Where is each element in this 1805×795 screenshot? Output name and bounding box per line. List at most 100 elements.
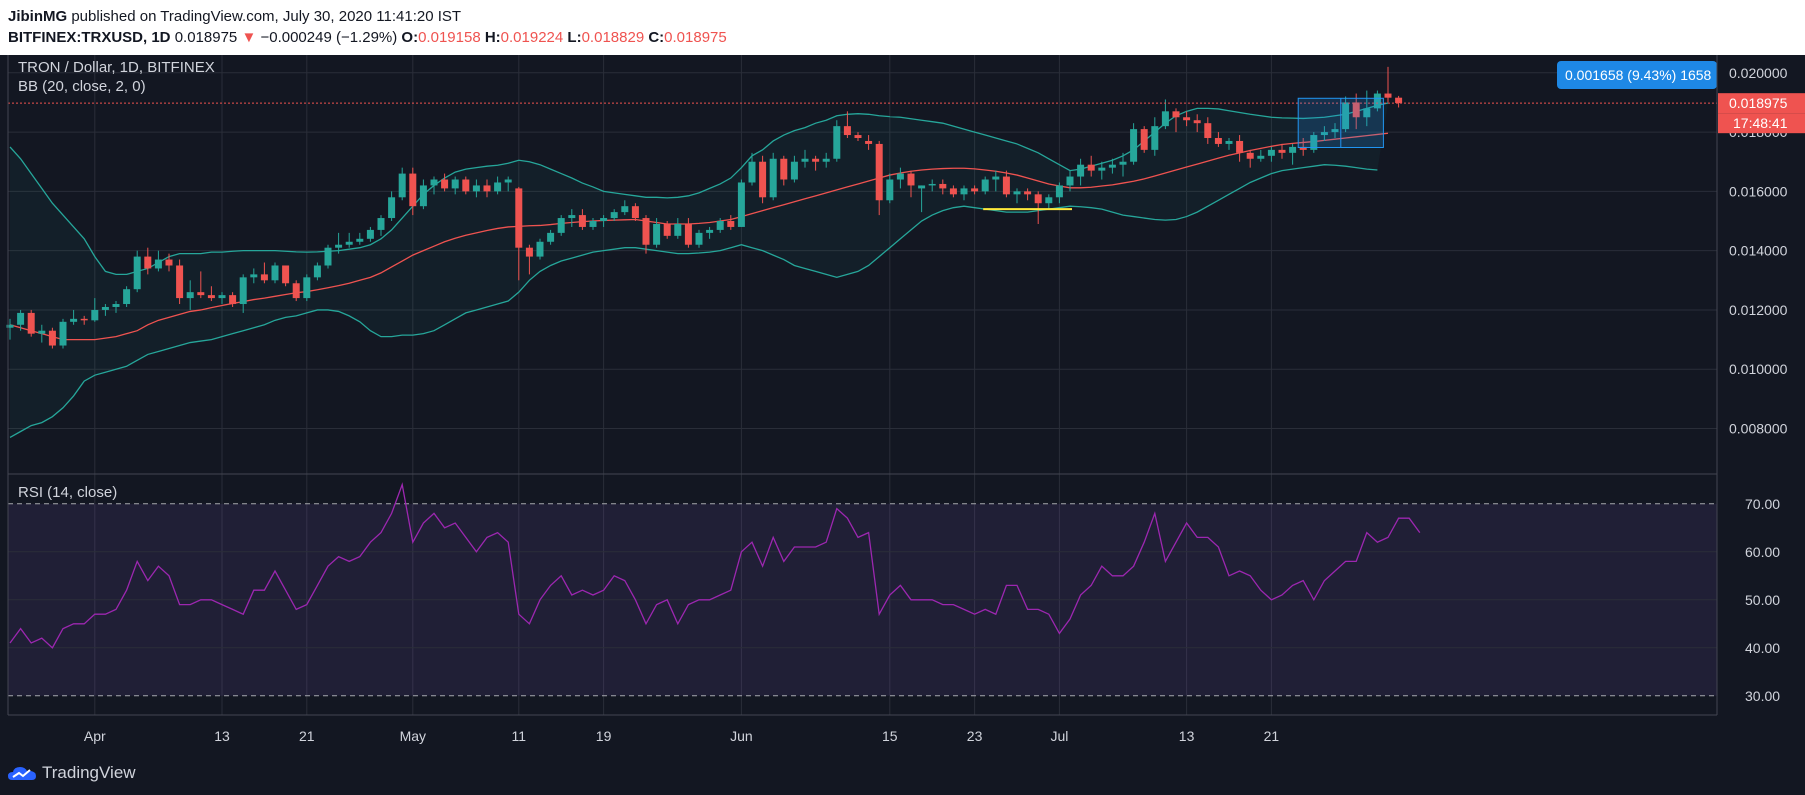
candle-body <box>27 312 35 334</box>
candle <box>207 286 215 302</box>
candle-body <box>313 265 321 278</box>
candle <box>684 218 692 248</box>
candle-body <box>430 179 438 186</box>
candle <box>610 209 618 222</box>
candle-body <box>197 292 205 296</box>
date-tick-label: 19 <box>596 728 612 744</box>
candle <box>716 218 724 233</box>
candle <box>568 209 576 227</box>
candle <box>1108 158 1116 174</box>
candle <box>1320 126 1328 141</box>
candle-body <box>621 206 629 213</box>
candle-body <box>981 179 989 192</box>
candle-body <box>494 182 502 192</box>
candle <box>896 167 904 189</box>
rsi-pane[interactable] <box>8 482 1717 697</box>
candle-body <box>843 126 851 136</box>
candle <box>748 152 756 186</box>
candle-body <box>144 256 152 269</box>
main-chart-title[interactable]: TRON / Dollar, 1D, BITFINEX <box>18 59 215 76</box>
axes: 0.0200000.0180000.0160000.0140000.012000… <box>7 55 1805 744</box>
countdown-tag <box>1718 113 1805 134</box>
candle <box>176 259 184 305</box>
candle <box>971 185 979 195</box>
price-tick-label: 0.020000 <box>1729 65 1788 81</box>
price-pane-background <box>0 55 1717 473</box>
candle-body <box>17 312 25 325</box>
candle-body <box>812 158 820 162</box>
date-tick-label: Jul <box>1050 728 1068 744</box>
candle-body <box>1352 102 1360 118</box>
candle-body <box>6 324 14 328</box>
candle <box>430 176 438 195</box>
candle <box>1395 95 1403 108</box>
candle <box>123 286 131 307</box>
tradingview-logo[interactable]: TradingView <box>8 763 136 783</box>
candle-body <box>822 158 830 162</box>
candle-body <box>1257 155 1265 159</box>
date-tick-label: 13 <box>214 728 230 744</box>
candle <box>462 176 470 195</box>
bollinger-lower-line <box>9 164 1378 438</box>
candle <box>6 318 14 340</box>
measure-label: 0.001658 (9.43%) 1658 <box>1565 67 1712 83</box>
chart-canvas[interactable]: 0.001658 (9.43%) 1658 0.0200000.0180000.… <box>0 55 1805 755</box>
candle <box>589 218 597 230</box>
candle <box>1257 149 1265 162</box>
candle <box>197 271 205 299</box>
candle <box>70 309 78 325</box>
candle-body <box>1108 164 1116 168</box>
candle-body <box>790 161 798 180</box>
candle <box>59 318 67 349</box>
candle <box>1331 123 1339 139</box>
candle <box>112 301 120 313</box>
candle <box>1024 188 1032 201</box>
candle-body <box>292 283 300 299</box>
candle <box>981 176 989 195</box>
cloud-icon <box>8 767 36 780</box>
candle-body <box>1034 194 1042 204</box>
candle-body <box>939 183 947 189</box>
candle <box>144 247 152 275</box>
candle <box>1236 135 1244 162</box>
candle-body <box>462 179 470 192</box>
candle <box>1352 93 1360 130</box>
candle <box>366 226 374 242</box>
candle-body <box>1384 93 1392 98</box>
candle <box>303 274 311 302</box>
candle <box>843 111 851 139</box>
candle-body <box>992 176 1000 180</box>
candle-body <box>165 259 173 266</box>
candle <box>388 191 396 222</box>
candle-body <box>186 292 194 299</box>
candle-body <box>695 232 703 245</box>
rsi-indicator-label[interactable]: RSI (14, close) <box>18 484 117 501</box>
candle-body <box>1289 146 1297 153</box>
candle <box>398 167 406 201</box>
candle <box>695 229 703 248</box>
candle-body <box>483 185 491 192</box>
candle-body <box>207 295 215 299</box>
candle <box>833 120 841 162</box>
candle <box>91 298 99 322</box>
candle-body <box>271 265 279 281</box>
candle-body <box>1098 167 1106 171</box>
rsi-line <box>9 482 1421 649</box>
candle <box>1373 90 1381 112</box>
rsi-tick-label: 60.00 <box>1745 544 1780 560</box>
candle-body <box>101 306 109 310</box>
candle-body <box>557 218 565 233</box>
high-value: 0.019224 <box>500 29 564 46</box>
candle-body <box>1225 140 1233 144</box>
candle-body <box>547 232 555 242</box>
candle <box>494 176 502 195</box>
candle-body <box>515 188 523 248</box>
author-name[interactable]: JibinMG <box>8 8 68 25</box>
candle <box>949 185 957 198</box>
candle-body <box>684 223 692 245</box>
candle <box>324 244 332 269</box>
candle-body <box>176 265 184 299</box>
bb-indicator-label[interactable]: BB (20, close, 2, 0) <box>18 78 146 95</box>
rsi-tick-label: 30.00 <box>1745 688 1780 704</box>
price-pane[interactable] <box>6 66 1403 438</box>
